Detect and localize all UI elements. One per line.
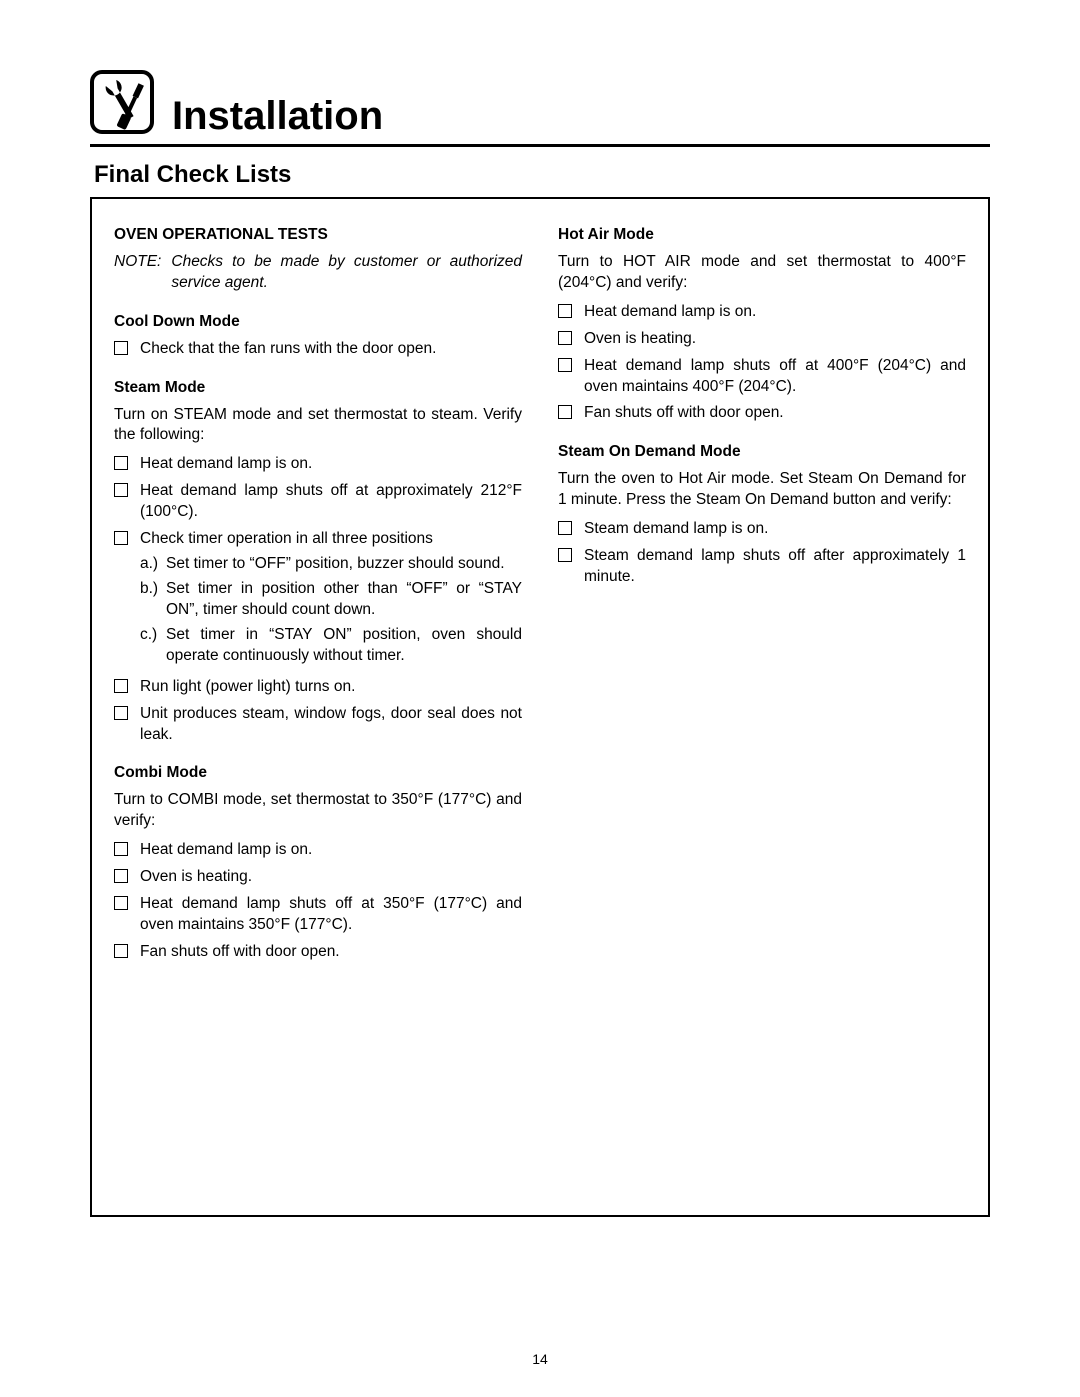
sub-text: Set timer to “OFF” position, buzzer shou… xyxy=(166,554,522,575)
note: NOTE: Checks to be made by customer or a… xyxy=(114,252,522,294)
sub-list: a.) Set timer to “OFF” position, buzzer … xyxy=(140,554,522,667)
checkbox-icon[interactable] xyxy=(114,456,128,470)
sub-label: b.) xyxy=(140,579,166,621)
checkbox-icon[interactable] xyxy=(558,331,572,345)
content-frame: OVEN OPERATIONAL TESTS NOTE: Checks to b… xyxy=(90,197,990,1217)
page-number: 14 xyxy=(0,1351,1080,1367)
check-text: Check timer operation in all three posit… xyxy=(140,529,522,671)
check-text: Fan shuts off with door open. xyxy=(140,942,522,963)
check-text: Heat demand lamp shuts off at 400°F (204… xyxy=(584,356,966,398)
checkbox-icon[interactable] xyxy=(114,483,128,497)
check-text: Heat demand lamp is on. xyxy=(140,454,522,475)
check-text: Fan shuts off with door open. xyxy=(584,403,966,424)
left-column: OVEN OPERATIONAL TESTS NOTE: Checks to b… xyxy=(114,225,522,1193)
check-text-label: Check timer operation in all three posit… xyxy=(140,530,433,547)
checkbox-icon[interactable] xyxy=(558,405,572,419)
check-item: Check timer operation in all three posit… xyxy=(114,529,522,671)
check-text: Heat demand lamp shuts off at approximat… xyxy=(140,481,522,523)
checkbox-icon[interactable] xyxy=(558,358,572,372)
sub-text: Set timer in “STAY ON” position, oven sh… xyxy=(166,625,522,667)
right-column: Hot Air Mode Turn to HOT AIR mode and se… xyxy=(558,225,966,1193)
section-head-sod: Steam On Demand Mode xyxy=(558,442,966,463)
note-text: Checks to be made by customer or authori… xyxy=(171,252,522,294)
checkbox-icon[interactable] xyxy=(114,341,128,355)
page-title: Installation xyxy=(172,96,383,138)
check-item: Heat demand lamp shuts off at approximat… xyxy=(114,481,522,523)
checkbox-icon[interactable] xyxy=(114,842,128,856)
checkbox-icon[interactable] xyxy=(558,521,572,535)
intro-text: Turn on STEAM mode and set thermostat to… xyxy=(114,405,522,447)
section-head-steam: Steam Mode xyxy=(114,378,522,399)
checkbox-icon[interactable] xyxy=(114,869,128,883)
check-item: Heat demand lamp is on. xyxy=(114,454,522,475)
check-text: Unit produces steam, window fogs, door s… xyxy=(140,704,522,746)
checkbox-icon[interactable] xyxy=(114,896,128,910)
tools-icon xyxy=(90,70,154,134)
sub-item: b.) Set timer in position other than “OF… xyxy=(140,579,522,621)
sub-text: Set timer in position other than “OFF” o… xyxy=(166,579,522,621)
sub-label: a.) xyxy=(140,554,166,575)
checkbox-icon[interactable] xyxy=(558,548,572,562)
note-label: NOTE: xyxy=(114,252,171,294)
check-item: Steam demand lamp shuts off after approx… xyxy=(558,546,966,588)
check-item: Oven is heating. xyxy=(558,329,966,350)
page: Installation Final Check Lists OVEN OPER… xyxy=(0,0,1080,1397)
checkbox-icon[interactable] xyxy=(114,531,128,545)
check-text: Check that the fan runs with the door op… xyxy=(140,339,522,360)
check-item: Check that the fan runs with the door op… xyxy=(114,339,522,360)
section-head-combi: Combi Mode xyxy=(114,763,522,784)
check-text: Heat demand lamp is on. xyxy=(584,302,966,323)
section-head-hot-air: Hot Air Mode xyxy=(558,225,966,246)
intro-text: Turn the oven to Hot Air mode. Set Steam… xyxy=(558,469,966,511)
check-text: Heat demand lamp is on. xyxy=(140,840,522,861)
check-text: Run light (power light) turns on. xyxy=(140,677,522,698)
check-text: Heat demand lamp shuts off at 350°F (177… xyxy=(140,894,522,936)
sub-item: c.) Set timer in “STAY ON” position, ove… xyxy=(140,625,522,667)
check-item: Heat demand lamp is on. xyxy=(558,302,966,323)
check-item: Unit produces steam, window fogs, door s… xyxy=(114,704,522,746)
check-text: Oven is heating. xyxy=(140,867,522,888)
sub-item: a.) Set timer to “OFF” position, buzzer … xyxy=(140,554,522,575)
sub-label: c.) xyxy=(140,625,166,667)
checkbox-icon[interactable] xyxy=(558,304,572,318)
check-item: Heat demand lamp shuts off at 350°F (177… xyxy=(114,894,522,936)
check-item: Run light (power light) turns on. xyxy=(114,677,522,698)
checkbox-icon[interactable] xyxy=(114,679,128,693)
check-item: Fan shuts off with door open. xyxy=(114,942,522,963)
checkbox-icon[interactable] xyxy=(114,944,128,958)
intro-text: Turn to HOT AIR mode and set thermostat … xyxy=(558,252,966,294)
section-head-cool-down: Cool Down Mode xyxy=(114,312,522,333)
check-text: Oven is heating. xyxy=(584,329,966,350)
checkbox-icon[interactable] xyxy=(114,706,128,720)
check-text: Steam demand lamp is on. xyxy=(584,519,966,540)
section-head-oven-tests: OVEN OPERATIONAL TESTS xyxy=(114,225,522,246)
page-subtitle: Final Check Lists xyxy=(94,161,990,189)
check-item: Heat demand lamp is on. xyxy=(114,840,522,861)
check-item: Fan shuts off with door open. xyxy=(558,403,966,424)
check-item: Heat demand lamp shuts off at 400°F (204… xyxy=(558,356,966,398)
check-text: Steam demand lamp shuts off after approx… xyxy=(584,546,966,588)
check-item: Steam demand lamp is on. xyxy=(558,519,966,540)
header: Installation xyxy=(90,70,990,147)
check-item: Oven is heating. xyxy=(114,867,522,888)
intro-text: Turn to COMBI mode, set thermostat to 35… xyxy=(114,790,522,832)
